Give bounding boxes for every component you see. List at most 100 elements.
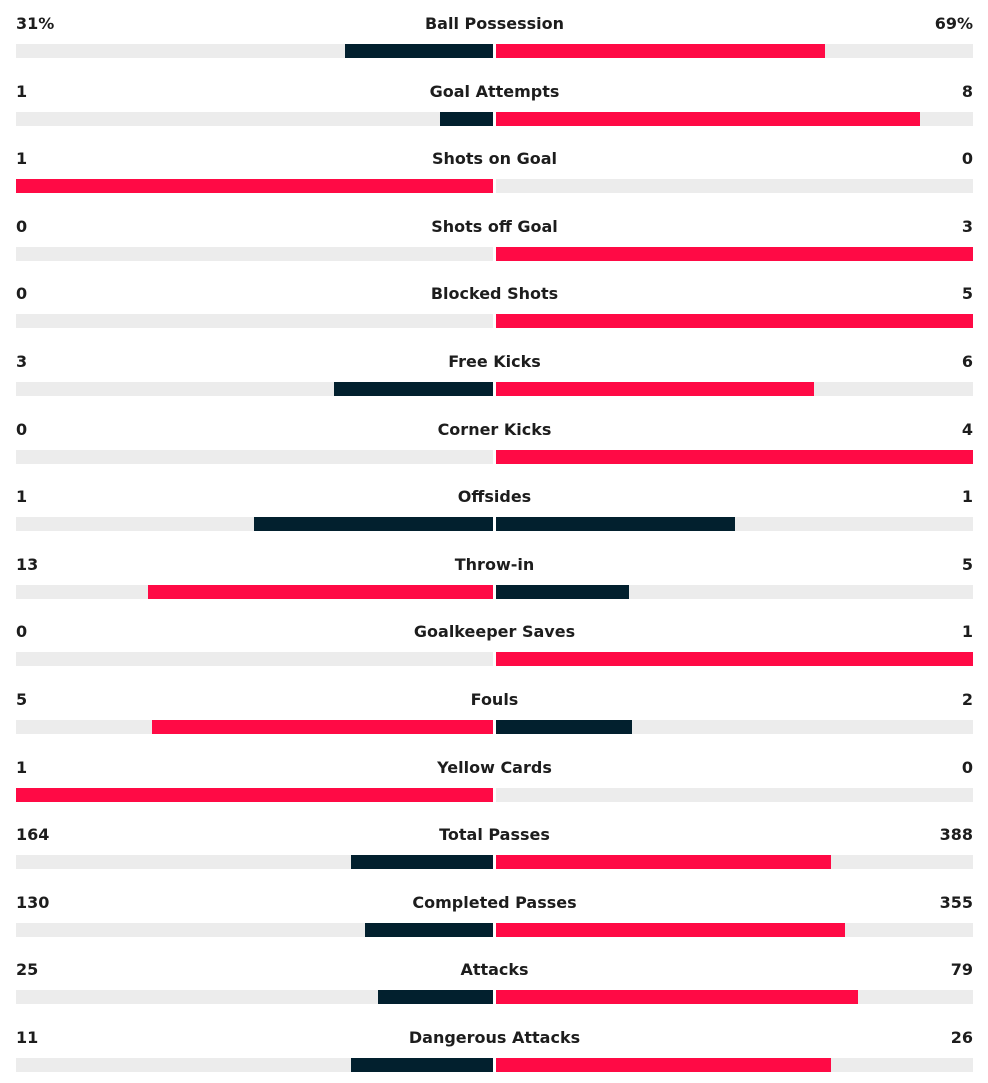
away-value: 388 xyxy=(939,825,973,844)
stat-label: Dangerous Attacks xyxy=(408,1028,581,1047)
away-bar-fill xyxy=(496,314,973,328)
away-value: 4 xyxy=(961,420,973,439)
home-value: 1 xyxy=(16,82,28,101)
stat-header: Fouls 5 2 xyxy=(16,686,973,714)
away-bar-track xyxy=(496,247,973,261)
home-bar-track xyxy=(16,585,493,599)
stat-row: Shots on Goal 1 0 xyxy=(16,145,973,193)
away-value: 69% xyxy=(934,14,973,33)
home-bar-fill xyxy=(254,517,493,531)
home-bar-track xyxy=(16,450,493,464)
stat-label: Total Passes xyxy=(439,825,550,844)
stat-header: Ball Possession 31% 69% xyxy=(16,10,973,38)
away-bar-track xyxy=(496,788,973,802)
stat-label: Shots off Goal xyxy=(431,217,558,236)
stat-row: Yellow Cards 1 0 xyxy=(16,754,973,802)
stat-row: Total Passes 164 388 xyxy=(16,821,973,869)
away-bar-fill xyxy=(496,517,735,531)
away-bar-fill xyxy=(496,44,825,58)
home-bar-fill xyxy=(345,44,493,58)
home-value: 164 xyxy=(16,825,50,844)
away-bar-track xyxy=(496,1058,973,1072)
stat-row: Goal Attempts 1 8 xyxy=(16,78,973,126)
home-bar-track xyxy=(16,788,493,802)
stat-row: Blocked Shots 0 5 xyxy=(16,280,973,328)
home-value: 1 xyxy=(16,487,28,506)
comparison-bar xyxy=(16,517,973,531)
away-bar-fill xyxy=(496,247,973,261)
home-value: 25 xyxy=(16,960,39,979)
stat-header: Free Kicks 3 6 xyxy=(16,348,973,376)
stat-label: Offsides xyxy=(457,487,532,506)
stat-label: Fouls xyxy=(470,690,519,709)
home-bar-track xyxy=(16,923,493,937)
away-value: 5 xyxy=(961,284,973,303)
away-value: 79 xyxy=(950,960,973,979)
comparison-bar xyxy=(16,1058,973,1072)
home-value: 1 xyxy=(16,758,28,777)
home-value: 0 xyxy=(16,217,28,236)
stat-row: Corner Kicks 0 4 xyxy=(16,416,973,464)
away-bar-track xyxy=(496,923,973,937)
home-bar-track xyxy=(16,44,493,58)
away-bar-fill xyxy=(496,652,973,666)
stat-header: Yellow Cards 1 0 xyxy=(16,754,973,782)
away-value: 8 xyxy=(961,82,973,101)
home-value: 13 xyxy=(16,555,39,574)
away-bar-fill xyxy=(496,112,920,126)
home-bar-track xyxy=(16,314,493,328)
away-bar-fill xyxy=(496,450,973,464)
away-value: 1 xyxy=(961,622,973,641)
stat-label: Ball Possession xyxy=(424,14,565,33)
home-bar-fill xyxy=(148,585,493,599)
away-bar-fill xyxy=(496,585,629,599)
home-bar-track xyxy=(16,652,493,666)
home-bar-track xyxy=(16,855,493,869)
stat-row: Completed Passes 130 355 xyxy=(16,889,973,937)
stat-label: Corner Kicks xyxy=(437,420,552,439)
comparison-bar xyxy=(16,179,973,193)
home-value: 1 xyxy=(16,149,28,168)
stat-label: Attacks xyxy=(460,960,529,979)
away-bar-track xyxy=(496,720,973,734)
home-value: 3 xyxy=(16,352,28,371)
home-bar-fill xyxy=(16,788,493,802)
stat-header: Goal Attempts 1 8 xyxy=(16,78,973,106)
stat-header: Throw-in 13 5 xyxy=(16,551,973,579)
stat-label: Goalkeeper Saves xyxy=(413,622,576,641)
stat-row: Goalkeeper Saves 0 1 xyxy=(16,618,973,666)
home-value: 5 xyxy=(16,690,28,709)
away-bar-fill xyxy=(496,1058,831,1072)
home-bar-fill xyxy=(440,112,493,126)
home-bar-track xyxy=(16,1058,493,1072)
away-bar-fill xyxy=(496,720,632,734)
away-bar-fill xyxy=(496,382,814,396)
home-bar-track xyxy=(16,179,493,193)
away-value: 355 xyxy=(939,893,973,912)
comparison-bar xyxy=(16,923,973,937)
comparison-bar xyxy=(16,788,973,802)
away-bar-track xyxy=(496,112,973,126)
stat-row: Shots off Goal 0 3 xyxy=(16,213,973,261)
stat-header: Shots on Goal 1 0 xyxy=(16,145,973,173)
comparison-bar xyxy=(16,450,973,464)
away-value: 5 xyxy=(961,555,973,574)
comparison-bar xyxy=(16,44,973,58)
comparison-bar xyxy=(16,585,973,599)
away-bar-track xyxy=(496,652,973,666)
away-value: 2 xyxy=(961,690,973,709)
home-bar-track xyxy=(16,382,493,396)
home-value: 0 xyxy=(16,284,28,303)
away-value: 6 xyxy=(961,352,973,371)
stat-label: Yellow Cards xyxy=(437,758,552,777)
comparison-bar xyxy=(16,990,973,1004)
away-value: 1 xyxy=(961,487,973,506)
stat-row: Fouls 5 2 xyxy=(16,686,973,734)
away-bar-track xyxy=(496,382,973,396)
away-bar-fill xyxy=(496,923,845,937)
comparison-bar xyxy=(16,720,973,734)
stat-header: Blocked Shots 0 5 xyxy=(16,280,973,308)
stat-label: Free Kicks xyxy=(448,352,541,371)
home-bar-track xyxy=(16,720,493,734)
